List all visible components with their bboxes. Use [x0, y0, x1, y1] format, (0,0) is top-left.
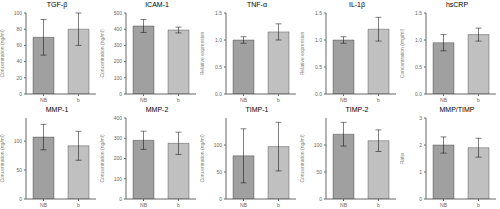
- svg-text:b: b: [377, 201, 380, 207]
- html-text:MMP/TIMP: MMP/TIMP: [439, 105, 475, 113]
- svg-text:NB: NB: [140, 201, 148, 207]
- svg-text:1.5: 1.5: [415, 10, 422, 16]
- html-text:MMP-1: MMP-1: [45, 105, 69, 113]
- html-text:TIMP-2: TIMP-2: [345, 105, 369, 113]
- svg-text:b: b: [477, 201, 480, 207]
- html-text:TIMP-1: TIMP-1: [245, 105, 269, 113]
- html-text:MMP-2: MMP-2: [145, 105, 169, 113]
- svg-text:400: 400: [114, 114, 123, 120]
- svg-text:Concentration (ng/ml): Concentration (ng/ml): [300, 134, 305, 182]
- svg-text:Concentration (ng/ml): Concentration (ng/ml): [100, 29, 105, 77]
- svg-text:50: 50: [216, 168, 222, 174]
- svg-text:1.0: 1.0: [315, 37, 322, 43]
- svg-text:40: 40: [16, 58, 22, 64]
- svg-text:0: 0: [119, 91, 122, 97]
- svg-text:b: b: [77, 97, 80, 103]
- svg-text:0.5: 0.5: [315, 64, 322, 70]
- svg-text:Concentration (mg/ml): Concentration (mg/ml): [400, 28, 405, 78]
- svg-text:100: 100: [114, 75, 123, 81]
- svg-text:400: 400: [114, 26, 123, 32]
- svg-text:50: 50: [316, 168, 322, 174]
- svg-text:0.0: 0.0: [415, 91, 422, 97]
- svg-text:b: b: [77, 201, 80, 207]
- svg-text:2: 2: [419, 141, 422, 147]
- svg-text:NB: NB: [240, 201, 248, 207]
- svg-text:b: b: [477, 97, 480, 103]
- svg-text:NB: NB: [440, 201, 448, 207]
- svg-text:b: b: [377, 97, 380, 103]
- svg-text:Ratio: Ratio: [400, 152, 405, 164]
- svg-text:300: 300: [114, 135, 123, 141]
- svg-text:NB: NB: [140, 97, 148, 103]
- svg-text:100: 100: [14, 137, 23, 143]
- svg-text:NB: NB: [440, 97, 448, 103]
- svg-text:0.5: 0.5: [215, 64, 222, 70]
- svg-text:1: 1: [419, 168, 422, 174]
- svg-text:NB: NB: [40, 97, 48, 103]
- svg-text:0.5: 0.5: [415, 64, 422, 70]
- svg-text:0: 0: [419, 195, 422, 201]
- html-text:IL-1β: IL-1β: [349, 1, 365, 8]
- svg-text:b: b: [177, 201, 180, 207]
- svg-text:1.5: 1.5: [315, 10, 322, 16]
- svg-text:200: 200: [114, 155, 123, 161]
- svg-text:1.0: 1.0: [215, 37, 222, 43]
- svg-text:0: 0: [219, 195, 222, 201]
- svg-text:50: 50: [16, 166, 22, 172]
- svg-text:0: 0: [119, 195, 122, 201]
- svg-text:Relative expression: Relative expression: [200, 31, 205, 75]
- svg-text:0: 0: [19, 91, 22, 97]
- svg-text:100: 100: [314, 141, 323, 147]
- svg-text:NB: NB: [240, 97, 248, 103]
- svg-text:b: b: [177, 97, 180, 103]
- svg-text:200: 200: [114, 58, 123, 64]
- svg-text:1.0: 1.0: [415, 37, 422, 43]
- html-text:TNF-α: TNF-α: [247, 1, 267, 8]
- svg-text:100: 100: [214, 141, 223, 147]
- svg-text:60: 60: [16, 42, 22, 48]
- html-text:ICAM-1: ICAM-1: [145, 1, 169, 8]
- svg-text:NB: NB: [340, 201, 348, 207]
- svg-text:0.0: 0.0: [315, 91, 322, 97]
- html-text:TGF-β: TGF-β: [46, 1, 68, 8]
- svg-text:100: 100: [114, 175, 123, 181]
- svg-text:0: 0: [319, 195, 322, 201]
- svg-text:300: 300: [114, 42, 123, 48]
- svg-text:b: b: [277, 201, 280, 207]
- svg-text:NB: NB: [40, 201, 48, 207]
- svg-text:Concentration (ng/ml): Concentration (ng/ml): [200, 134, 205, 182]
- svg-text:20: 20: [16, 75, 22, 81]
- svg-text:80: 80: [16, 26, 22, 32]
- html-text:hsCRP: hsCRP: [445, 1, 469, 8]
- svg-text:3: 3: [419, 114, 422, 120]
- svg-text:Relative expression: Relative expression: [300, 31, 305, 75]
- svg-text:100: 100: [14, 10, 23, 16]
- svg-text:Concentration (ng/ml): Concentration (ng/ml): [100, 134, 105, 182]
- svg-text:0.0: 0.0: [215, 91, 222, 97]
- svg-text:b: b: [277, 97, 280, 103]
- svg-text:1.5: 1.5: [215, 10, 222, 16]
- svg-text:500: 500: [114, 10, 123, 16]
- svg-text:0: 0: [19, 195, 22, 201]
- svg-text:NB: NB: [340, 97, 348, 103]
